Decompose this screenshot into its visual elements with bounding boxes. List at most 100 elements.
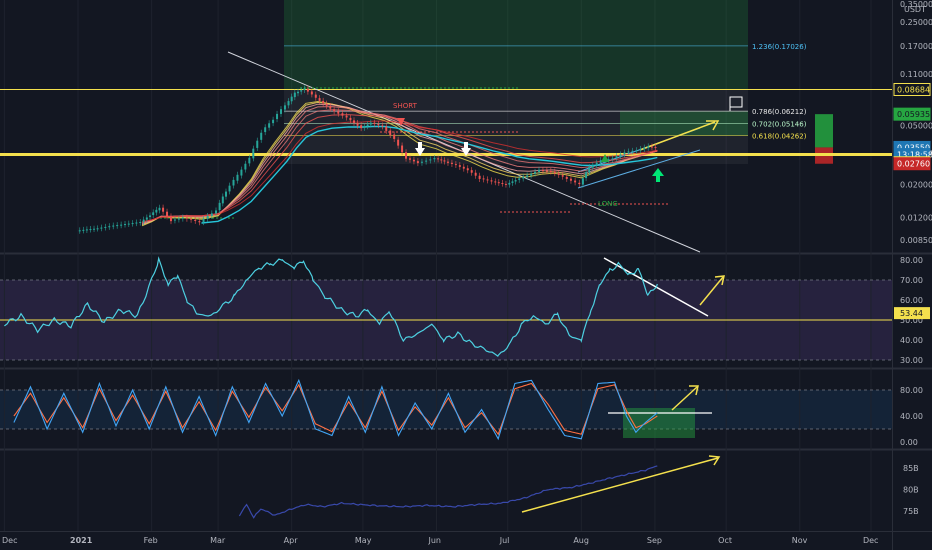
time-tick-label-8: Aug [573, 536, 589, 545]
price-tag-label-5: 0.02760 [897, 160, 930, 169]
fib-label-2: 0.702(0.05146) [752, 120, 807, 128]
price-tag-box-0 [893, 83, 931, 97]
candle-body [366, 124, 369, 127]
price-tick-label-0: 0.35000 [900, 0, 932, 9]
time-tick-label-9: Sep [647, 536, 662, 545]
stoch-arrow-line [671, 386, 698, 411]
candle-body [306, 88, 309, 92]
candle-body [522, 176, 525, 179]
rsi-value-tag-box [894, 307, 930, 320]
candle-body [290, 96, 293, 102]
candle-body [440, 159, 443, 161]
rsi-tick-label-4: 40.00 [900, 336, 923, 345]
obv-tick-label-2: 75B [903, 507, 919, 516]
candle-body [389, 130, 392, 135]
candle-body [185, 217, 188, 219]
candle-body [248, 157, 251, 164]
candle-body [623, 152, 626, 155]
time-tick-label-1: 2021 [70, 536, 93, 545]
buy-arrow-icon [652, 168, 664, 176]
candle-body [181, 217, 184, 219]
grid-layer [0, 0, 892, 531]
stoch-k-line [13, 378, 658, 441]
candle-body [385, 126, 388, 131]
rsi-tick-label-3: 50.00 [900, 316, 923, 325]
candle-body [135, 222, 138, 224]
candle-body [93, 228, 96, 230]
rsi-tick-label-2: 60.00 [900, 296, 923, 305]
candle-body [272, 119, 275, 124]
candle-body [511, 181, 514, 183]
candle-body [412, 159, 415, 162]
price-tick-label-4: 0.05000 [900, 121, 932, 130]
candle-body [345, 115, 348, 118]
candle-body [142, 219, 145, 223]
candle-body [393, 134, 396, 139]
candle-body [190, 218, 193, 220]
candle-body [478, 175, 481, 179]
price-tag-box-1 [893, 107, 931, 121]
price-tick-label-1: 0.25000 [900, 18, 932, 27]
candle-body [276, 113, 279, 120]
candle-body [443, 160, 446, 162]
candle-body [425, 160, 428, 162]
candle-body [504, 183, 507, 185]
candle-body [131, 223, 134, 225]
candle-body [279, 109, 282, 114]
candle-body [437, 158, 440, 160]
candle-body [287, 101, 290, 106]
position-profit-bar [815, 114, 833, 148]
candle-body [256, 140, 259, 148]
candle-body [127, 223, 130, 225]
candle-body [490, 180, 493, 182]
candle-body [501, 183, 504, 185]
candle-body [561, 175, 564, 177]
sell-arrow-icon [461, 148, 471, 156]
price-tag-label-1: 0.05935 [897, 110, 930, 119]
candle-body [329, 106, 332, 109]
obv-trend-arrow-head [708, 455, 721, 466]
candle-body [341, 113, 344, 116]
price-tick-label-2: 0.17000 [900, 42, 932, 51]
candle-body [450, 162, 453, 164]
candle-body [244, 163, 247, 170]
candle-body [82, 229, 85, 231]
candle-body [569, 178, 572, 181]
stoch-band [0, 390, 892, 429]
fib-label-3: 0.618(0.04262) [752, 133, 807, 141]
stoch-tick-label-1: 40.00 [900, 412, 923, 421]
candle-body [252, 148, 255, 159]
time-tick-label-2: Feb [144, 536, 158, 545]
candle-body [420, 161, 423, 163]
candle-body [373, 122, 376, 124]
candle-body [139, 221, 142, 223]
projection-arrow-line [639, 121, 716, 151]
candle-body [78, 230, 81, 232]
candle-body [369, 122, 372, 125]
profit-zone-box [284, 0, 748, 90]
price-tick-label-8: 0.00850 [900, 236, 932, 245]
rsi-value-tag-label: 53.44 [900, 309, 923, 318]
candle-body [215, 210, 217, 214]
stoch-arrow-head [689, 385, 699, 396]
candle-body [647, 146, 650, 148]
candle-body [173, 219, 176, 221]
stoch-d-line [13, 382, 658, 436]
candle-body [474, 172, 477, 176]
price-tick-label-7: 0.01200 [900, 214, 932, 223]
candle-body [162, 207, 165, 212]
candle-body [300, 90, 303, 92]
rsi-line [4, 256, 658, 358]
short-annotation: SHORT [393, 102, 418, 110]
candle-body [643, 147, 646, 150]
candle-body [322, 100, 325, 104]
candle-body [574, 180, 577, 183]
ma-long-line [201, 125, 658, 224]
obv-tick-label-1: 80B [903, 486, 919, 495]
candle-body [518, 178, 521, 180]
candle-body [635, 150, 638, 152]
candle-body [541, 170, 544, 172]
long-annotation: LONG [598, 200, 618, 208]
